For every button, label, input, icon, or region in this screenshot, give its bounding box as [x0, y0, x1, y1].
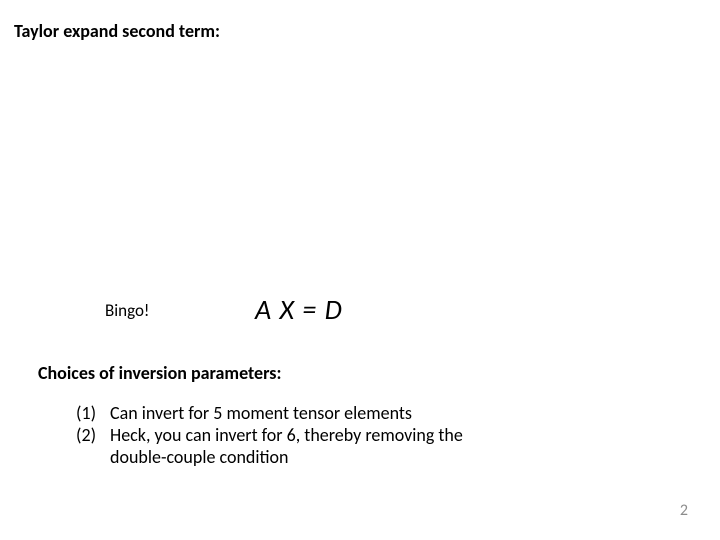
list-item-text: Heck, you can invert for 6, thereby remo… [110, 424, 463, 446]
list-item: double-couple condition [76, 446, 463, 468]
list-item-text: Can invert for 5 moment tensor elements [110, 402, 412, 424]
heading-taylor-expand: Taylor expand second term: [14, 20, 220, 42]
list-item-text: double-couple condition [110, 446, 288, 468]
slide: Taylor expand second term: Bingo! A X = … [0, 0, 720, 540]
list-item-number [76, 446, 110, 468]
subheading-choices: Choices of inversion parameters: [38, 362, 281, 384]
list-item-number: (2) [76, 424, 110, 446]
page-number: 2 [680, 501, 688, 520]
equation-ax-d: A X = D [255, 292, 343, 327]
inversion-parameter-list: (1)Can invert for 5 moment tensor elemen… [76, 402, 463, 468]
list-item: (1)Can invert for 5 moment tensor elemen… [76, 402, 463, 424]
list-item: (2)Heck, you can invert for 6, thereby r… [76, 424, 463, 446]
list-item-number: (1) [76, 402, 110, 424]
text-bingo: Bingo! [105, 300, 149, 321]
